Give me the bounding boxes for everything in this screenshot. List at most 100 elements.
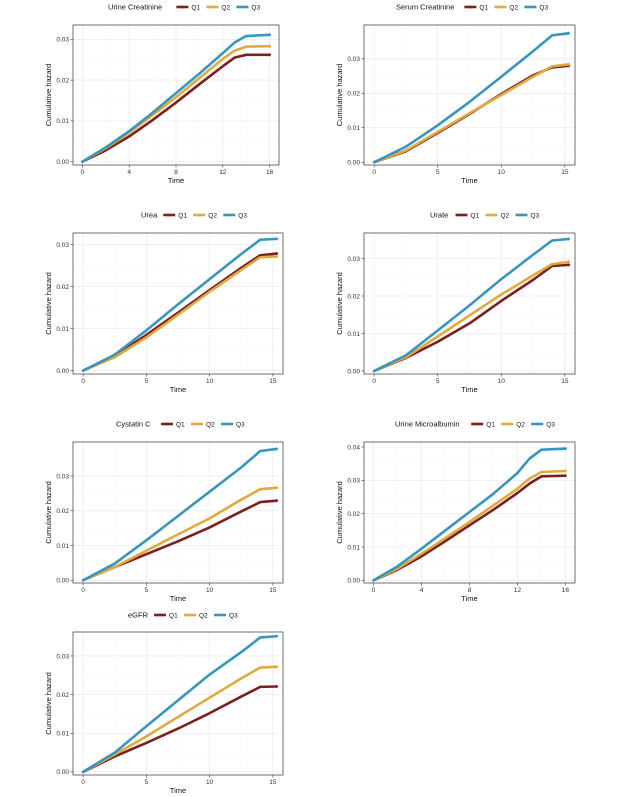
legend-key-marker xyxy=(460,213,463,217)
x-tick-label: 12 xyxy=(219,169,227,176)
legend-key-marker xyxy=(240,5,244,9)
legend-label-q1: Q1 xyxy=(486,421,495,428)
x-tick-label: 10 xyxy=(206,587,214,594)
x-tick-label: 4 xyxy=(127,169,131,176)
y-axis-title: Cumulative hazard xyxy=(44,272,53,335)
y-tick-label: 0.02 xyxy=(56,508,69,515)
y-tick-label: 0.02 xyxy=(347,293,360,300)
y-tick-label: 0.01 xyxy=(347,544,360,551)
legend-title: Urate xyxy=(430,211,448,220)
legend-label-q1: Q1 xyxy=(169,612,178,619)
series-end-marker-q1 xyxy=(567,263,571,267)
chart-panel-1: 0 4 8 12 16 0.00 0.01 0.02 0.03 Time Cumulative ha… xyxy=(44,3,280,185)
x-tick-label: 0 xyxy=(81,378,85,385)
legend-key-marker xyxy=(468,5,472,9)
y-tick-label: 0.03 xyxy=(347,478,360,485)
chart-panel-4: 0 5 10 15 0.00 0.01 0.02 0.03 Time Cumulative haz… xyxy=(335,211,576,394)
x-tick-label: 0 xyxy=(372,587,376,594)
series-end-marker-q3 xyxy=(268,33,272,37)
series-end-marker-q2 xyxy=(563,469,568,473)
series-line-q3 xyxy=(372,237,570,373)
series-line-q1 xyxy=(81,685,278,774)
legend-key-marker xyxy=(498,5,502,9)
series-end-marker-q3 xyxy=(275,237,279,241)
x-tick-label: 0 xyxy=(372,378,376,385)
series-line-q3 xyxy=(81,237,278,372)
y-tick-label: 0.01 xyxy=(347,331,360,338)
x-tick-label: 12 xyxy=(514,587,522,594)
x-tick-label: 8 xyxy=(174,169,178,176)
series-end-marker-q3 xyxy=(567,31,571,35)
x-tick-label: 5 xyxy=(436,378,440,385)
y-axis-title: Cumulative hazard xyxy=(44,64,53,127)
y-tick-label: 0.03 xyxy=(56,473,69,480)
plot-frame xyxy=(363,24,576,166)
series-end-marker-q1 xyxy=(275,251,279,256)
y-axis-title: Cumulative hazard xyxy=(335,272,344,335)
y-tick-label: 0.03 xyxy=(347,256,360,263)
plot-frame xyxy=(72,232,284,375)
chart-panel-5: 0 5 10 15 0.00 0.01 0.02 0.03 Time Cumulative haz… xyxy=(44,420,284,603)
series-end-marker-q2 xyxy=(275,665,279,669)
series-end-marker-q3 xyxy=(563,447,568,451)
series-end-marker-q1 xyxy=(268,53,272,57)
y-tick-label: 0.02 xyxy=(56,692,69,699)
x-tick-label: 15 xyxy=(269,587,277,594)
series-end-marker-q2 xyxy=(268,44,272,48)
legend-label-q3: Q3 xyxy=(251,4,260,11)
chart-panel-6: 0 4 8 12 16 0.00 0.01 0.02 0.03 0.04 Time Cumulativ… xyxy=(335,420,576,603)
legend-label-q3: Q3 xyxy=(531,212,540,219)
legend-label-q1: Q1 xyxy=(479,4,488,11)
legend-label-q3: Q3 xyxy=(546,421,555,428)
chart-panel-3: 0 5 10 15 0.00 0.01 0.02 0.03 Time Cumulative haz… xyxy=(44,211,284,394)
x-tick-label: 8 xyxy=(468,587,472,594)
plot-frame xyxy=(72,24,280,166)
y-tick-label: 0.03 xyxy=(56,242,69,249)
x-tick-label: 0 xyxy=(81,587,85,594)
legend-key-marker xyxy=(225,422,229,426)
series-end-marker-q1 xyxy=(275,499,279,503)
x-tick-label: 0 xyxy=(372,169,376,176)
legend-label-q3: Q3 xyxy=(236,421,245,428)
series-line-q1 xyxy=(372,474,567,582)
legend-label-q3: Q3 xyxy=(229,612,238,619)
x-axis-title: Time xyxy=(461,594,477,603)
x-tick-label: 15 xyxy=(561,378,569,385)
y-tick-label: 0.00 xyxy=(347,368,360,375)
legend-key-marker xyxy=(195,422,199,426)
legend-label-q1: Q1 xyxy=(191,4,200,11)
x-axis-title: Time xyxy=(170,385,186,394)
plot-frame xyxy=(72,441,284,584)
x-axis-title: Time xyxy=(461,385,477,394)
y-axis-title: Cumulative hazard xyxy=(335,481,344,544)
legend-key-marker xyxy=(490,213,493,217)
series-end-marker-q3 xyxy=(275,634,279,638)
y-tick-label: 0.01 xyxy=(56,543,69,550)
series-line-q2 xyxy=(372,469,567,582)
y-tick-label: 0.01 xyxy=(56,118,69,125)
chart-panel-7: 0 5 10 15 0.00 0.01 0.02 0.03 Time Cumulative haz… xyxy=(44,611,284,795)
series-end-marker-q2 xyxy=(275,254,279,259)
x-tick-label: 4 xyxy=(420,587,424,594)
legend-label-q2: Q2 xyxy=(221,4,230,11)
legend-key-marker xyxy=(210,5,214,9)
y-tick-label: 0.01 xyxy=(347,125,360,132)
x-axis-title: Time xyxy=(170,786,186,795)
legend-key-marker xyxy=(505,422,509,426)
y-tick-label: 0.00 xyxy=(56,769,69,776)
y-tick-label: 0.00 xyxy=(56,578,69,585)
series-end-marker-q3 xyxy=(275,447,279,451)
legend-key-marker xyxy=(167,213,171,217)
legend-label-q2: Q2 xyxy=(206,421,215,428)
series-line-q2 xyxy=(81,486,278,582)
legend-label-q1: Q1 xyxy=(176,421,185,428)
x-tick-label: 10 xyxy=(498,169,506,176)
legend-title: Cystatin C xyxy=(116,420,151,429)
x-tick-label: 5 xyxy=(436,169,440,176)
y-axis-title: Cumulative hazard xyxy=(44,672,53,735)
legend-key-marker xyxy=(475,422,479,426)
y-tick-label: 0.02 xyxy=(56,77,69,84)
legend-label-q1: Q1 xyxy=(471,212,480,219)
legend-title: Urea xyxy=(141,211,158,220)
legend-key-marker xyxy=(197,213,201,217)
